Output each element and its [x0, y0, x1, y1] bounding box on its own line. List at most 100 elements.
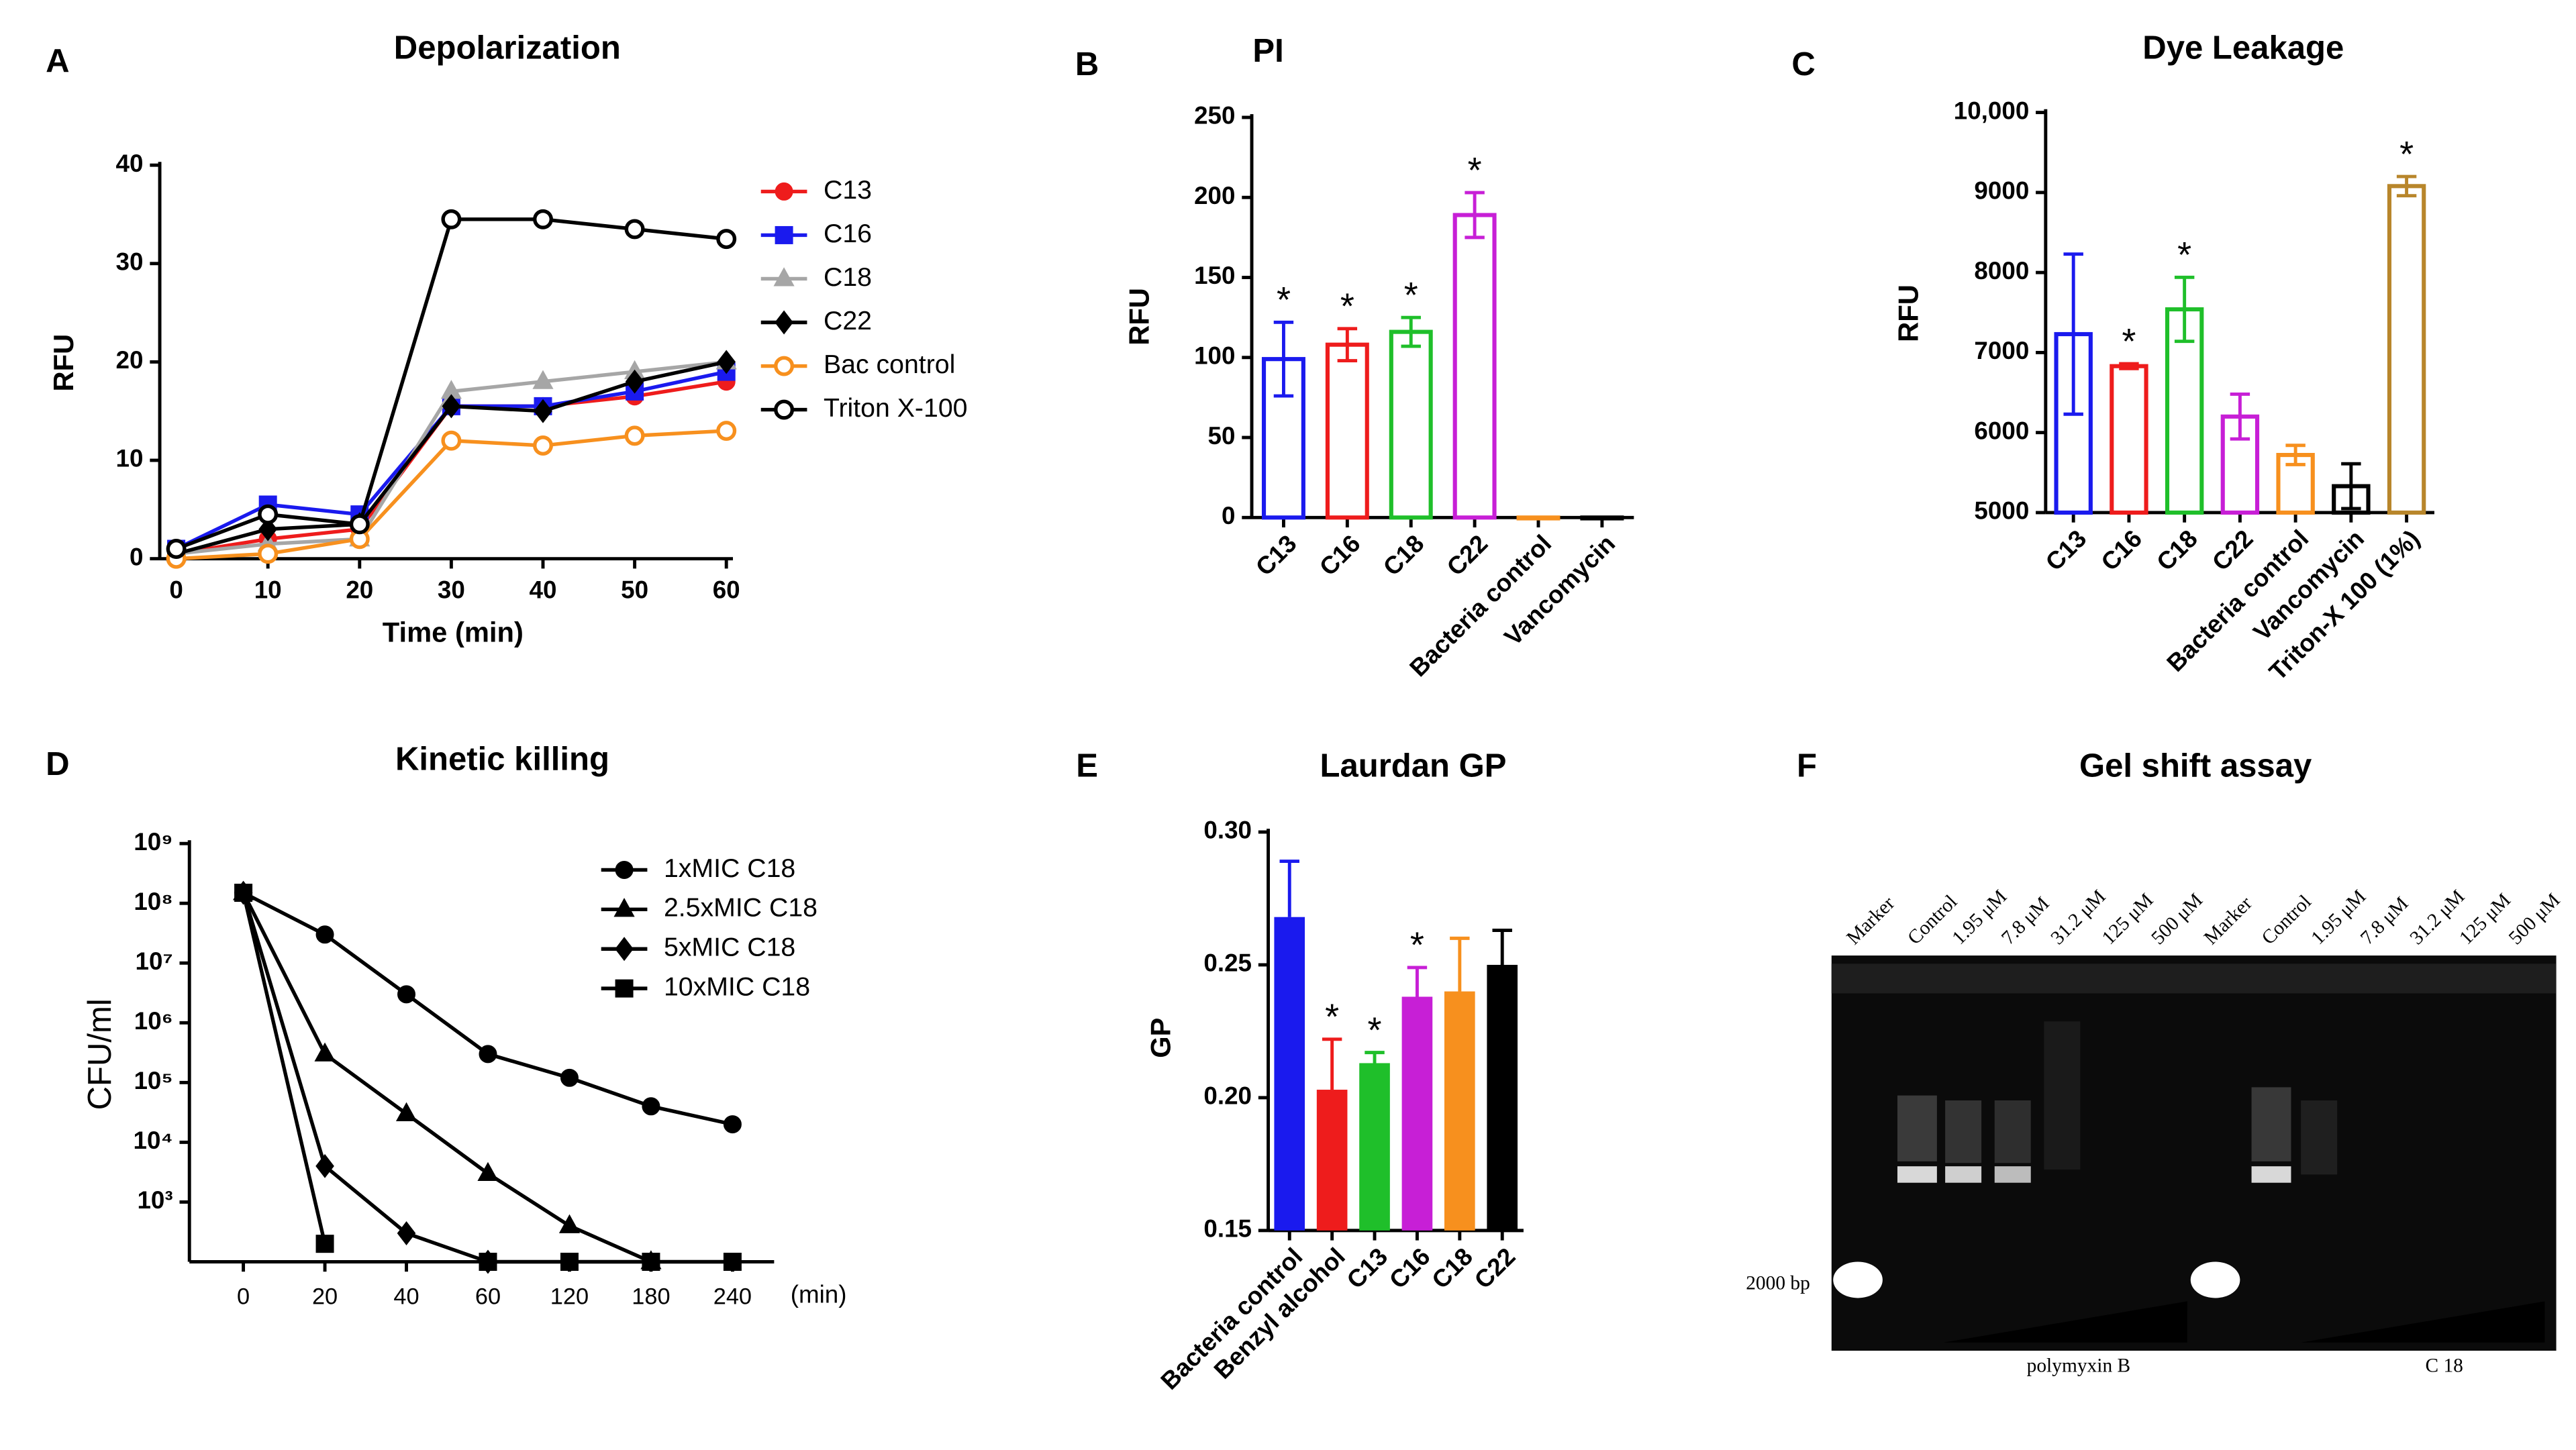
- bar: [2387, 184, 2426, 515]
- bar: [2110, 364, 2148, 515]
- marker: [717, 350, 736, 374]
- bar: [1487, 964, 1518, 1231]
- lane-label: 31.2 μM: [2047, 886, 2110, 949]
- y-axis-label: GP: [1145, 1018, 1177, 1058]
- y-tick-label: 10,000: [1954, 97, 2030, 124]
- x-tick-label: C18: [1378, 529, 1430, 581]
- smear: [1897, 1095, 1937, 1161]
- y-tick-label: 8000: [1974, 257, 2029, 284]
- marker: [613, 898, 635, 917]
- error-bar: [2063, 252, 2083, 416]
- marker: [775, 310, 793, 335]
- error-bar: [1407, 966, 1428, 997]
- error-bar: [1337, 327, 1358, 362]
- y-tick-label: 10: [116, 445, 144, 472]
- annotation: *: [1325, 997, 1339, 1037]
- marker: [532, 370, 554, 389]
- x-tick-label: 0: [169, 576, 183, 603]
- error-bar: [2341, 462, 2361, 511]
- marker: [625, 369, 644, 394]
- marker: [397, 985, 416, 1004]
- legend-label: C18: [824, 262, 872, 292]
- y-tick-label: 9000: [1974, 177, 2029, 205]
- chart-title: Dye Leakage: [2142, 30, 2344, 66]
- y-tick-label: 5000: [1974, 497, 2029, 525]
- error-bar: [2285, 444, 2306, 466]
- marker: [533, 209, 553, 229]
- y-tick-label: 6000: [1974, 417, 2029, 444]
- error-bar: [1450, 936, 1470, 992]
- marker-band: [2190, 1261, 2240, 1298]
- x-tick-label: C18: [1426, 1243, 1478, 1294]
- y-tick-label: 10⁶: [134, 1007, 173, 1035]
- y-tick-label: 50: [1208, 422, 1236, 450]
- marker: [558, 1214, 581, 1233]
- annotation: *: [1340, 287, 1354, 327]
- y-tick-label: 0: [1222, 502, 1235, 529]
- annotation: *: [1368, 1010, 1382, 1050]
- panel-letter: E: [1076, 747, 1098, 784]
- error-bar: [1279, 860, 1299, 917]
- marker: [349, 514, 370, 535]
- panel-letter: B: [1075, 46, 1099, 83]
- gradient-wedge: [1943, 1301, 2187, 1343]
- x-axis-label: (min): [791, 1281, 847, 1308]
- marker: [397, 1221, 416, 1245]
- legend-label: 10xMIC C18: [664, 972, 810, 1002]
- y-tick-label: 100: [1194, 342, 1235, 369]
- panel-letter: C: [1791, 46, 1815, 83]
- annotation: *: [1410, 925, 1424, 966]
- band: [1994, 1166, 2031, 1183]
- legend-label: C22: [824, 306, 872, 335]
- lane-label: 1.95 μM: [1948, 886, 2011, 949]
- marker: [395, 1102, 417, 1121]
- series-line: [241, 892, 489, 1264]
- marker: [723, 1252, 742, 1271]
- x-tick-label: 50: [621, 576, 648, 603]
- legend-label: 1xMIC C18: [664, 853, 795, 883]
- x-tick-label: C22: [1469, 1243, 1521, 1294]
- lane-label: Marker: [2200, 892, 2257, 949]
- marker: [624, 219, 645, 240]
- lane-label: Control: [2258, 891, 2316, 949]
- group-label: C 18: [2425, 1355, 2463, 1376]
- smear: [2251, 1087, 2291, 1161]
- y-tick-label: 0.15: [1203, 1215, 1252, 1243]
- bar: [1401, 996, 1433, 1231]
- x-tick-label: 180: [632, 1284, 670, 1310]
- annotation: *: [2177, 235, 2191, 275]
- x-tick-label: 20: [312, 1284, 338, 1310]
- error-bar: [1322, 1037, 1342, 1090]
- x-tick-label: 30: [438, 576, 465, 603]
- x-tick-label: C13: [1250, 529, 1302, 581]
- y-tick-label: 250: [1194, 102, 1235, 130]
- x-tick-label: 40: [530, 576, 557, 603]
- y-tick-label: 7000: [1974, 337, 2029, 364]
- panel-letter: F: [1797, 747, 1817, 784]
- marker: [315, 1235, 334, 1253]
- y-tick-label: 10⁹: [134, 828, 172, 856]
- x-tick-label: 240: [713, 1284, 752, 1310]
- x-tick-label: 40: [393, 1284, 419, 1310]
- marker: [624, 425, 645, 446]
- error-bar: [1273, 320, 1294, 398]
- x-tick-label: 20: [346, 576, 373, 603]
- legend-label: 2.5xMIC C18: [664, 893, 818, 923]
- chart-title: Depolarization: [394, 30, 621, 66]
- annotation: *: [1468, 150, 1482, 191]
- gradient-wedge: [2301, 1301, 2545, 1343]
- band: [2251, 1166, 2291, 1183]
- legend-label: C13: [824, 175, 872, 205]
- gel: [1831, 955, 2557, 1351]
- marker: [258, 504, 279, 525]
- x-tick-label: 60: [713, 576, 740, 603]
- chart-title: PI: [1252, 33, 1283, 69]
- error-bar: [1365, 1051, 1385, 1064]
- marker: [642, 1252, 660, 1271]
- y-tick-label: 0: [130, 543, 143, 570]
- gel-wells: [1831, 964, 2557, 994]
- y-tick-label: 0.30: [1203, 817, 1252, 844]
- marker: [234, 884, 253, 902]
- y-axis-label: RFU: [1893, 284, 1924, 342]
